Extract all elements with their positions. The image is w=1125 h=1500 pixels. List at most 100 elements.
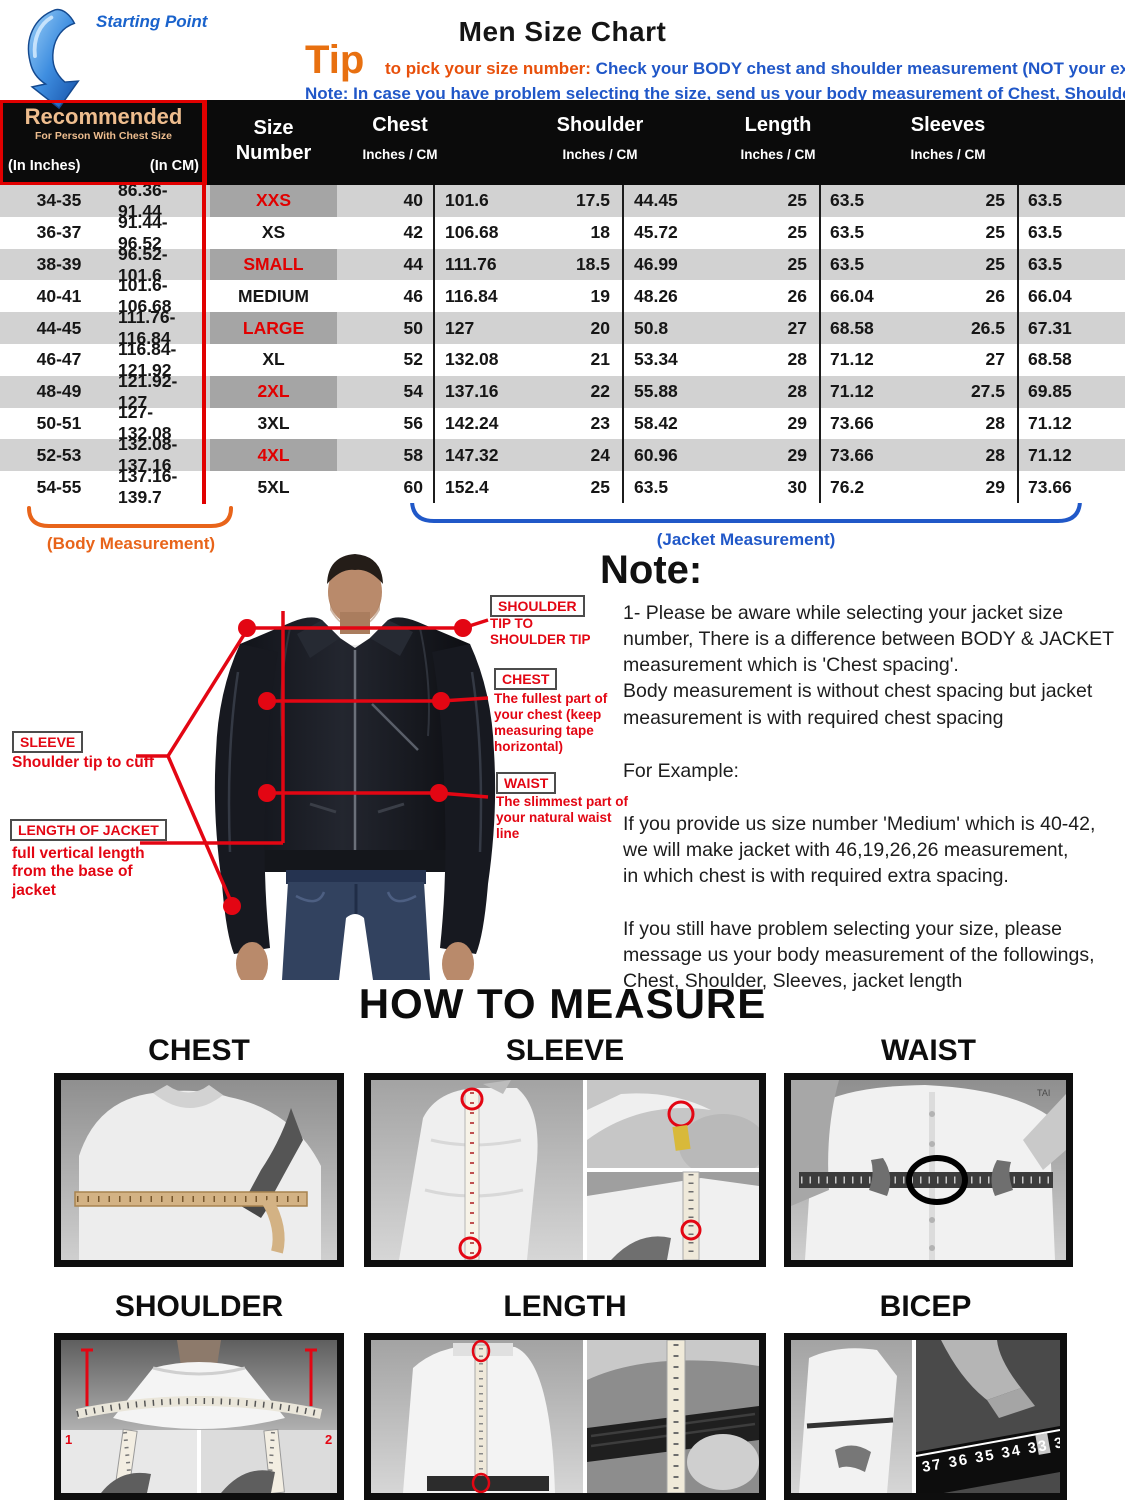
recommended-title: Recommended bbox=[24, 104, 183, 129]
photo-measure-shoulder: 1 2 bbox=[54, 1333, 344, 1500]
cell-sleeves-cm: 66.04 bbox=[1017, 280, 1125, 313]
cell-length-inches: 28 bbox=[787, 381, 807, 402]
cell-length-cm: 63.5 bbox=[819, 248, 920, 281]
cell-sleeves-inches: 28 bbox=[985, 412, 1005, 433]
note-paragraph-3: If you still have problem selecting your… bbox=[623, 918, 1095, 993]
cell-length-inches: 26 bbox=[787, 285, 807, 306]
cell-length-inches: 25 bbox=[787, 190, 807, 211]
cell-sleeves-cm: 69.85 bbox=[1017, 375, 1125, 408]
cell-chest-inches: 46 bbox=[403, 285, 423, 306]
cell-chest-inches: 40 bbox=[403, 190, 423, 211]
cell-body-cm: 137.16-139.7 bbox=[118, 466, 178, 508]
cell-shoulder-cm: 58.42 bbox=[622, 407, 725, 440]
body-measurement-label: (Body Measurement) bbox=[46, 534, 216, 553]
cell-body-inches: 46-47 bbox=[36, 349, 82, 370]
cell-body-inches: 36-37 bbox=[36, 222, 82, 243]
size-table-rows: 34-35 86.36-91.44 XXS 40 101.6 17.5 44.4… bbox=[0, 180, 1125, 508]
cell-body-cm: 111.76-116.84 bbox=[118, 307, 176, 349]
photo-measure-sleeve bbox=[364, 1073, 766, 1267]
cell-shoulder-inches: 18.5 bbox=[575, 253, 610, 274]
cell-length-cm: 63.5 bbox=[819, 216, 920, 249]
cell-body-inches: 40-41 bbox=[36, 285, 82, 306]
note-body: 1- Please be aware while selecting your … bbox=[623, 600, 1125, 995]
cell-length-inches: 25 bbox=[787, 253, 807, 274]
cell-shoulder-inches: 21 bbox=[590, 349, 610, 370]
cell-sleeves-inches: 26.5 bbox=[970, 317, 1005, 338]
col-shoulder: Shoulder Inches / CM bbox=[525, 114, 675, 162]
cell-shoulder-inches: 18 bbox=[590, 222, 610, 243]
tip-word: Tip bbox=[305, 38, 365, 82]
cell-body-inches: 44-45 bbox=[36, 317, 82, 338]
note-title: Note: bbox=[600, 548, 703, 592]
callout-waist-desc: The slimmest part of your natural waist … bbox=[496, 794, 629, 841]
cell-chest-inches: 42 bbox=[403, 222, 423, 243]
cell-length-cm: 71.12 bbox=[819, 343, 920, 376]
cell-sleeves-cm: 71.12 bbox=[1017, 439, 1125, 472]
size-table-row: 44-45 111.76-116.84 LARGE 50 127 20 50.8… bbox=[0, 307, 1125, 349]
cell-sleeves-inches: 25 bbox=[985, 253, 1005, 274]
cell-shoulder-cm: 55.88 bbox=[622, 375, 725, 408]
cell-body-inches: 48-49 bbox=[36, 381, 82, 402]
cell-shoulder-inches: 22 bbox=[590, 381, 610, 402]
cell-sleeves-cm: 63.5 bbox=[1017, 248, 1125, 281]
callout-sleeve-box: SLEEVE bbox=[12, 731, 84, 753]
callout-chest-desc: The fullest part of your chest (keep mea… bbox=[494, 691, 608, 754]
col-length: Length Inches / CM bbox=[703, 114, 853, 162]
cell-sleeves-inches: 26 bbox=[985, 285, 1005, 306]
cell-body-cm: 116.84-121.92 bbox=[118, 338, 177, 380]
cell-sleeves-inches: 27.5 bbox=[970, 381, 1005, 402]
size-table-row: 40-41 101.6-106.68 MEDIUM 46 116.84 19 4… bbox=[0, 275, 1125, 317]
waist-watermark: TAI bbox=[1037, 1088, 1050, 1098]
cell-body-cm: 101.6-106.68 bbox=[118, 275, 172, 317]
card-label-waist: WAIST bbox=[881, 1034, 976, 1067]
cell-body-cm: 96.52-101.6 bbox=[118, 243, 168, 285]
cell-sleeves-cm: 63.5 bbox=[1017, 216, 1125, 249]
cell-size-number: MEDIUM bbox=[238, 285, 309, 306]
col-in-inches: (In Inches) bbox=[8, 158, 81, 174]
recommended-unit-columns: (In Inches) (In CM) bbox=[0, 158, 207, 174]
card-label-sleeve: SLEEVE bbox=[505, 1034, 625, 1067]
col-size-number: Size Number bbox=[235, 117, 312, 164]
cell-size-number: SMALL bbox=[210, 248, 337, 281]
shoulder-units: Inches / CM bbox=[562, 147, 638, 162]
cell-sleeves-cm: 67.31 bbox=[1017, 312, 1125, 344]
cell-sleeves-inches: 29 bbox=[985, 476, 1005, 497]
cell-length-cm: 71.12 bbox=[819, 375, 920, 408]
callout-length-box: LENGTH OF JACKET bbox=[10, 819, 167, 841]
cell-chest-inches: 60 bbox=[403, 476, 423, 497]
cell-shoulder-cm: 63.5 bbox=[622, 471, 725, 503]
cell-length-cm: 63.5 bbox=[819, 185, 920, 217]
cell-sleeves-inches: 25 bbox=[985, 222, 1005, 243]
cell-shoulder-cm: 44.45 bbox=[622, 185, 725, 217]
cell-shoulder-cm: 48.26 bbox=[622, 280, 725, 313]
size-table-row: 36-37 91.44-96.52 XS 42 106.68 18 45.72 … bbox=[0, 212, 1125, 253]
cell-shoulder-cm: 45.72 bbox=[622, 216, 725, 249]
size-table-row: 48-49 121.92-127 2XL 54 137.16 22 55.88 … bbox=[0, 371, 1125, 412]
cell-shoulder-cm: 53.34 bbox=[622, 343, 725, 376]
photo-measure-waist: TAI bbox=[784, 1073, 1073, 1267]
cell-size-number: XL bbox=[262, 349, 285, 370]
cell-size-number: XXS bbox=[210, 185, 337, 217]
col-sleeves: Sleeves Inches / CM bbox=[873, 114, 1023, 162]
body-measurement-bracket-icon bbox=[27, 506, 233, 528]
sleeves-units: Inches / CM bbox=[910, 147, 986, 162]
col-in-cm: (In CM) bbox=[149, 158, 199, 174]
cell-sleeves-inches: 27 bbox=[985, 349, 1005, 370]
cell-length-inches: 30 bbox=[787, 476, 807, 497]
cell-chest-cm: 147.32 bbox=[433, 439, 530, 472]
cell-chest-inches: 52 bbox=[403, 349, 423, 370]
size-table-row: 52-53 132.08-137.16 4XL 58 147.32 24 60.… bbox=[0, 434, 1125, 475]
cell-chest-inches: 58 bbox=[403, 444, 423, 465]
starting-point-arrow-icon bbox=[27, 8, 80, 110]
cell-sleeves-cm: 73.66 bbox=[1017, 471, 1125, 503]
callout-length-desc: full vertical length from the base of ja… bbox=[12, 845, 145, 899]
length-units: Inches / CM bbox=[740, 147, 816, 162]
callout-shoulder-desc: TIP TO SHOULDER TIP bbox=[490, 616, 591, 647]
cell-chest-cm: 116.84 bbox=[433, 280, 530, 313]
cell-body-inches: 54-55 bbox=[36, 476, 82, 497]
note-paragraph-2: If you provide us size number 'Medium' w… bbox=[623, 812, 1096, 887]
recommended-subtitle: For Person With Chest Size bbox=[34, 130, 172, 142]
cell-body-inches: 52-53 bbox=[36, 444, 82, 465]
cell-length-inches: 29 bbox=[787, 412, 807, 433]
